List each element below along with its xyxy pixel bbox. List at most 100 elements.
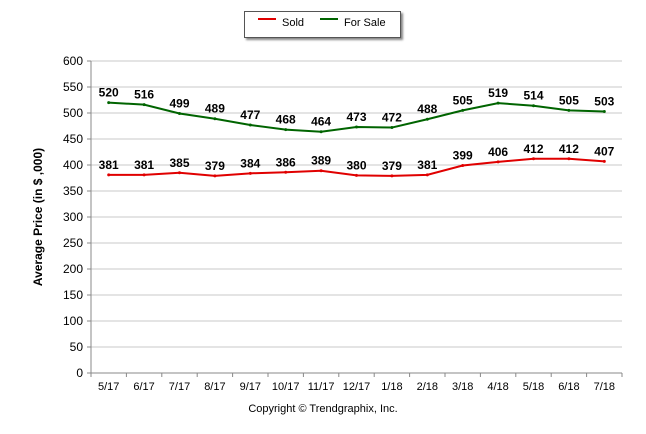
x-tick-label: 3/18	[452, 381, 473, 393]
axis-layer: 0 50 100 150 200 250 300 350 400 450 500 550 600 5/17…	[63, 54, 623, 393]
x-tick-label: 10/17	[272, 381, 300, 393]
data-point	[319, 130, 323, 134]
data-label: 473	[346, 110, 366, 124]
data-point	[319, 169, 323, 173]
legend: Sold For Sale	[244, 11, 401, 38]
copyright-footer: Copyright © Trendgraphix, Inc.	[248, 403, 398, 415]
data-point	[496, 101, 500, 105]
y-tick-label: 600	[63, 54, 83, 68]
x-tick-label: 9/17	[240, 381, 261, 393]
data-point	[142, 173, 146, 177]
data-label: 468	[276, 113, 296, 127]
data-point	[355, 125, 358, 129]
y-tick-label: 0	[76, 366, 83, 380]
data-label: 380	[346, 158, 366, 172]
data-label: 385	[169, 156, 189, 170]
y-tick-label: 50	[70, 340, 84, 354]
x-tick-label: 6/18	[558, 381, 579, 393]
x-tick-label: 5/17	[98, 381, 119, 393]
data-point	[461, 164, 465, 168]
y-axis-label: Average Price (in $ ,000)	[31, 148, 45, 286]
data-point	[602, 159, 606, 163]
data-label: 514	[523, 89, 543, 103]
data-label: 505	[453, 93, 473, 107]
data-point	[390, 174, 394, 178]
data-point	[178, 171, 181, 175]
data-label: 503	[594, 94, 614, 108]
data-label: 520	[99, 86, 119, 100]
data-label: 381	[417, 158, 437, 172]
data-label: 381	[99, 158, 119, 172]
data-label: 389	[311, 154, 331, 168]
data-label: 516	[134, 88, 154, 102]
data-point	[425, 117, 429, 121]
data-point	[107, 101, 111, 105]
data-point	[284, 170, 288, 174]
legend-label-for-sale: For Sale	[344, 17, 386, 29]
y-tick-label: 500	[63, 106, 83, 120]
x-tick-label: 7/18	[594, 381, 615, 393]
data-label: 407	[594, 144, 614, 158]
data-point	[532, 104, 535, 108]
label-layer: 381 381 385 379 384 386 389 380 379 381 399 406 412 4…	[99, 86, 615, 173]
legend-swatch-sold	[258, 18, 276, 20]
data-point	[284, 128, 288, 132]
data-point	[425, 173, 429, 177]
y-tick-label: 550	[63, 80, 83, 94]
y-tick-label: 400	[63, 158, 83, 172]
grid-layer	[91, 60, 622, 348]
data-label: 489	[205, 102, 225, 116]
data-point	[461, 108, 465, 112]
data-label: 406	[488, 145, 508, 159]
y-tick-label: 350	[63, 184, 83, 198]
legend-label-sold: Sold	[282, 17, 305, 29]
data-label: 379	[382, 159, 402, 173]
data-label: 499	[169, 97, 189, 111]
series-layer	[107, 101, 606, 178]
legend-swatch-for-sale	[320, 18, 338, 20]
x-tick-label: 6/17	[133, 381, 154, 393]
x-tick-label: 11/17	[308, 381, 335, 393]
data-label: 412	[523, 142, 543, 156]
y-tick-label: 100	[63, 314, 83, 328]
data-label: 384	[240, 156, 260, 170]
x-tick-label: 12/17	[343, 381, 371, 393]
data-point	[107, 173, 111, 177]
data-point	[213, 174, 217, 178]
y-tick-label: 250	[63, 236, 83, 250]
x-tick-label: 7/17	[169, 381, 190, 393]
data-point	[248, 171, 252, 175]
x-tick-label: 8/17	[204, 381, 225, 393]
data-point	[355, 173, 358, 177]
data-label: 477	[240, 108, 260, 122]
y-tick-label: 300	[63, 210, 83, 224]
data-label: 412	[559, 142, 579, 156]
data-label: 488	[417, 102, 437, 116]
data-point	[248, 123, 252, 127]
data-point	[178, 112, 181, 116]
data-label: 519	[488, 86, 508, 100]
y-tick-label: 200	[63, 262, 83, 276]
data-point	[496, 160, 500, 164]
data-point	[213, 117, 217, 121]
data-label: 379	[205, 159, 225, 173]
data-point	[567, 108, 571, 112]
y-tick-label: 450	[63, 132, 83, 146]
y-tick-label: 150	[63, 288, 83, 302]
data-point	[390, 126, 394, 130]
data-point	[567, 157, 571, 161]
data-point	[532, 157, 535, 161]
x-tick-label: 2/18	[417, 381, 438, 393]
data-label: 399	[453, 149, 473, 163]
data-point	[142, 103, 146, 107]
x-tick-label: 5/18	[523, 381, 544, 393]
x-tick-label: 4/18	[487, 381, 508, 393]
data-label: 386	[276, 155, 296, 169]
data-point	[602, 109, 606, 113]
data-label: 472	[382, 111, 402, 125]
data-label: 381	[134, 158, 154, 172]
data-label: 464	[311, 115, 331, 129]
data-label: 505	[559, 93, 579, 107]
x-tick-label: 1/18	[381, 381, 402, 393]
